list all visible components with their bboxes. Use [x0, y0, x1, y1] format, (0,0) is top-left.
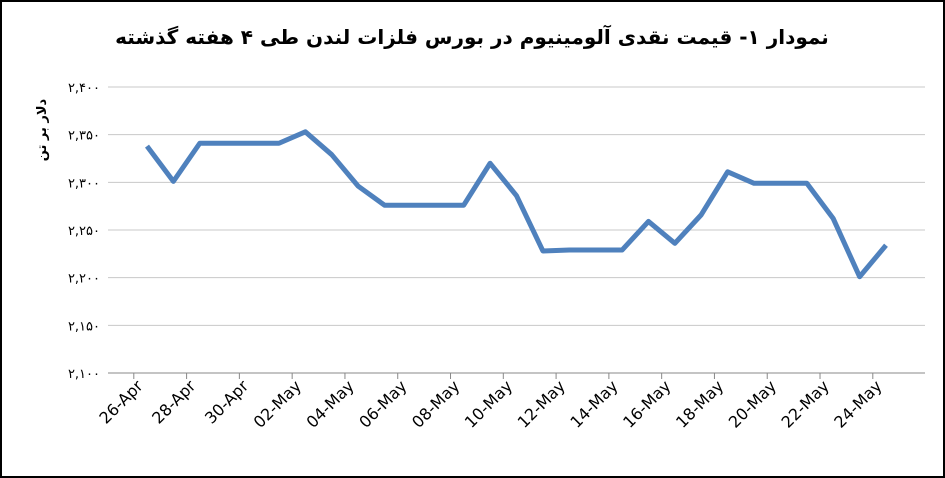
- y-tick-label: ۲,۲۰۰: [68, 272, 100, 287]
- y-tick-label: ۲,۲۵۰: [68, 224, 100, 239]
- y-axis-label: دلار بر تن: [35, 98, 50, 161]
- chart-title: نمودار ۱- قیمت نقدی آلومینیوم در بورس فل…: [115, 24, 829, 49]
- y-tick-label: ۲,۱۰۰: [68, 367, 100, 382]
- data-line: [144, 129, 888, 280]
- y-tick-label: ۲,۳۰۰: [68, 176, 100, 191]
- y-tick-label: ۲,۱۵۰: [68, 319, 100, 334]
- y-tick-label: ۲,۳۵۰: [68, 129, 100, 144]
- y-tick-label: ۲,۴۰۰: [68, 81, 100, 96]
